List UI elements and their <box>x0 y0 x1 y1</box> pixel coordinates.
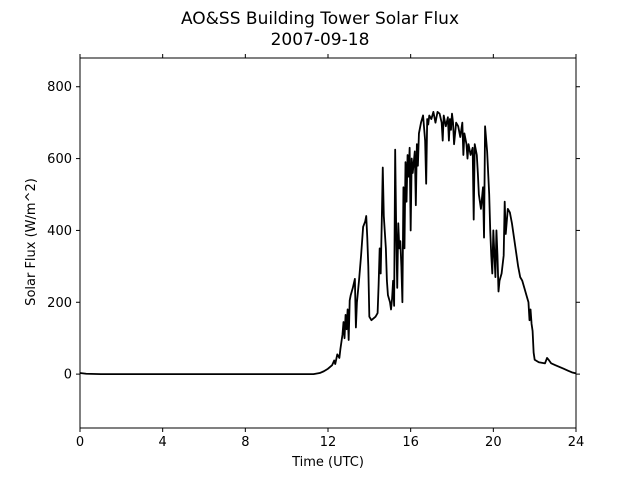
plot-frame <box>79 57 577 429</box>
x-tick-label: 16 <box>402 435 419 450</box>
plot-area <box>79 110 577 376</box>
x-tick-label: 20 <box>485 435 502 450</box>
chart-title: AO&SS Building Tower Solar Flux <box>181 9 459 29</box>
y-tick-label: 400 <box>47 224 72 239</box>
x-tick-label: 0 <box>76 435 84 450</box>
x-axis-label: Time (UTC) <box>291 455 364 470</box>
chart-subtitle: 2007-09-18 <box>271 30 370 50</box>
y-axis-label: Solar Flux (W/m^2) <box>24 178 39 306</box>
x-tick-label: 24 <box>568 435 585 450</box>
x-tick-label: 12 <box>320 435 337 450</box>
x-tick-label: 8 <box>241 435 249 450</box>
y-tick-label: 200 <box>47 296 72 311</box>
y-tick-label: 800 <box>47 80 72 95</box>
series-line <box>79 110 577 376</box>
y-tick-label: 0 <box>64 368 72 383</box>
x-tick-label: 4 <box>159 435 167 450</box>
y-tick-label: 600 <box>47 152 72 167</box>
axis-ticks: 0 4 8 12 16 20 24 0 200 400 600 800 <box>47 54 584 450</box>
